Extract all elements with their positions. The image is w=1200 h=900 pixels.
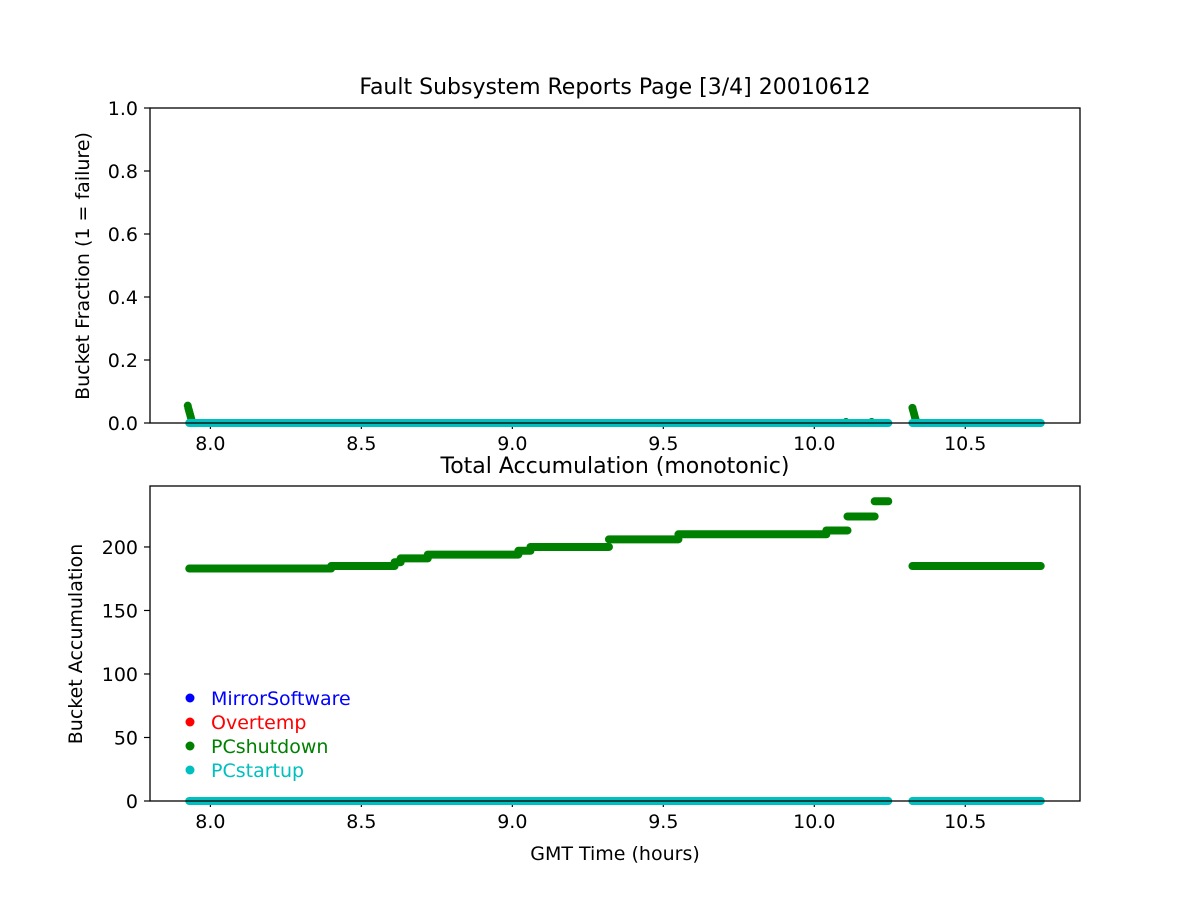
- accumulation-x-tick-label: 8.0: [195, 811, 225, 833]
- accumulation-x-tick-label: 8.5: [346, 811, 376, 833]
- accumulation-y-tick-label: 50: [114, 727, 138, 749]
- accumulation-plot-title: Total Accumulation (monotonic): [440, 454, 790, 479]
- fraction-plot: Fault Subsystem Reports Page [3/4] 20010…: [72, 75, 1081, 455]
- fraction-plot-ylabel: Bucket Fraction (1 = failure): [72, 132, 94, 400]
- fraction-plot-ticks: 8.0 8.5 9.0 9.5 10.0 10.5 0.0 0.2 0.4 0.6 0.8 1.0: [108, 98, 987, 455]
- accumulation-plot-xlabel: GMT Time (hours): [530, 843, 700, 865]
- accumulation-y-tick-label: 0: [126, 791, 138, 813]
- fraction-y-tick-label: 1.0: [108, 98, 138, 120]
- accumulation-plot-ylabel: Bucket Accumulation: [65, 544, 87, 745]
- legend-label-pcshutdown: PCshutdown: [211, 736, 328, 758]
- legend-label-mirrorsoftware: MirrorSoftware: [211, 688, 351, 710]
- fraction-y-tick-label: 0.2: [108, 350, 138, 372]
- fraction-y-tick-label: 0.4: [108, 287, 138, 309]
- legend-marker-pcstartup: [185, 765, 195, 775]
- legend: MirrorSoftwareOvertempPCshutdownPCstartu…: [185, 688, 351, 782]
- fraction-x-tick-label: 8.0: [195, 433, 225, 455]
- fraction-x-tick-label: 8.5: [346, 433, 376, 455]
- legend-marker-pcshutdown: [185, 741, 195, 751]
- accumulation-x-tick-label: 10.5: [944, 811, 986, 833]
- legend-label-overtemp: Overtemp: [211, 712, 306, 734]
- fraction-y-tick-label: 0.6: [108, 224, 138, 246]
- accumulation-x-tick-label: 9.0: [497, 811, 527, 833]
- fraction-plot-title: Fault Subsystem Reports Page [3/4] 20010…: [359, 75, 870, 100]
- legend-label-pcstartup: PCstartup: [211, 760, 304, 782]
- accumulation-plot-ticks: 8.0 8.5 9.0 9.5 10.0 10.5 0 50 100 150 200: [102, 537, 987, 833]
- accumulation-plot: Total Accumulation (monotonic) Bucket Ac…: [65, 454, 1081, 865]
- fraction-x-tick-label: 9.5: [648, 433, 678, 455]
- fraction-y-tick-label: 0.0: [108, 413, 138, 435]
- accumulation-y-tick-label: 100: [102, 664, 138, 686]
- accumulation-y-tick-label: 200: [102, 537, 138, 559]
- accumulation-x-tick-label: 10.0: [793, 811, 835, 833]
- accumulation-y-tick-label: 150: [102, 600, 138, 622]
- fraction-x-tick-label: 10.0: [793, 433, 835, 455]
- accumulation-x-tick-label: 9.5: [648, 811, 678, 833]
- accumulation-plot-frame: [149, 485, 1081, 802]
- fraction-y-tick-label: 0.8: [108, 161, 138, 183]
- legend-marker-mirrorsoftware: [185, 693, 195, 703]
- fraction-x-tick-label: 9.0: [497, 433, 527, 455]
- fraction-plot-frame: [149, 107, 1081, 424]
- legend-marker-overtemp: [185, 717, 195, 727]
- fraction-x-tick-label: 10.5: [944, 433, 986, 455]
